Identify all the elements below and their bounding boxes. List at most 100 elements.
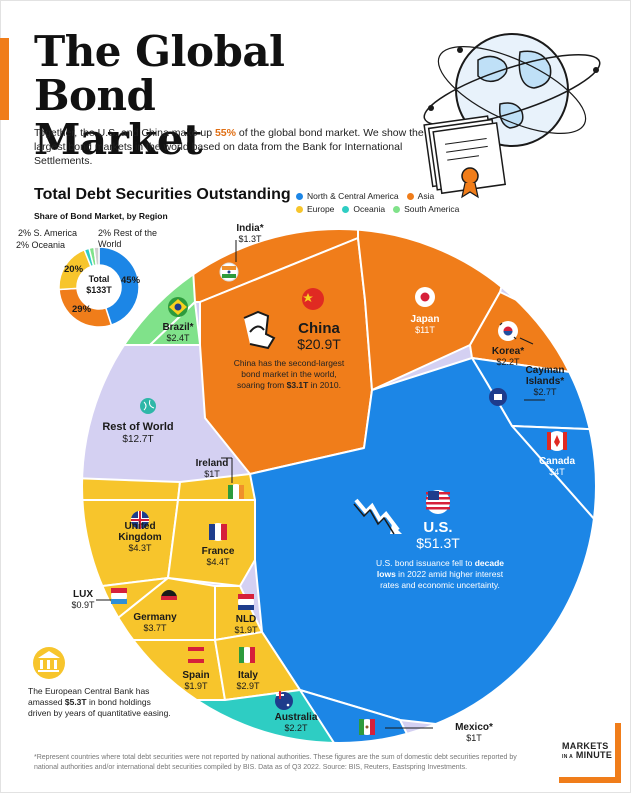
treemap-cell-value: $4.4T (206, 557, 230, 567)
legend-item: Asia (406, 191, 434, 201)
donut-data-label: 45% (121, 275, 141, 286)
annotation-line: The European Central Bank has (28, 686, 150, 696)
flag-australia-icon (275, 691, 293, 710)
treemap-cell-name: Japan (411, 314, 440, 325)
intro-text: Together, the U.S. and China make up 55%… (34, 126, 434, 168)
donut-slice (93, 246, 100, 267)
region-donut (58, 246, 140, 328)
donut-data-label: 20% (64, 264, 84, 275)
annotation-part: amassed (28, 697, 65, 707)
treemap-cell-name: China (298, 320, 340, 337)
treemap-cell-value: $1.3T (238, 234, 262, 244)
treemap-cell-name: Mexico* (455, 722, 493, 733)
globe-icon (140, 398, 156, 414)
section-title: Total Debt Securities Outstanding (34, 186, 291, 203)
label-leaders (96, 240, 545, 729)
legend-label: North & Central America (307, 191, 399, 201)
treemap-cells (82, 229, 596, 743)
intro-text-part: Together, the U.S. and China make up (34, 127, 215, 139)
treemap-cell-name: Islands* (526, 376, 564, 387)
treemap-cell-name: Italy (238, 670, 258, 681)
flag-france-icon (209, 523, 227, 541)
donut-center-label: Total $133T (77, 274, 121, 296)
annotation-line: soaring from $3.1T in 2010. (218, 380, 360, 391)
treemap-cell-value: $12.7T (122, 434, 153, 445)
treemap-cell-value: $2.2T (284, 723, 308, 733)
corner-accent (615, 723, 621, 783)
treemap-cell-name: LUX (73, 589, 93, 600)
brand-small: IN A (562, 754, 574, 760)
flag-japan-icon (415, 287, 435, 307)
ecb-annotation: The European Central Bank has amassed $5… (28, 686, 198, 719)
donut-center-line: Total (88, 274, 110, 284)
annotation-part: soaring from (237, 380, 287, 390)
flag-china-icon (302, 288, 324, 310)
annotation-line: bond market in the world, (241, 369, 337, 379)
flag-ireland-icon (228, 484, 244, 500)
flag-brazil-icon (168, 297, 188, 317)
treemap-cell-name: Ireland (196, 458, 229, 469)
flag-india-icon (219, 262, 239, 282)
flag-spain-icon (188, 647, 204, 663)
treemap-cell-value: $2.7T (533, 387, 557, 397)
flag-mexico-icon (359, 719, 375, 735)
intro-highlight: 55% (214, 127, 236, 139)
legend: North & Central America Asia Europe Oceania… (296, 191, 476, 217)
annotation-highlight: $5.3T (64, 697, 87, 707)
donut-data-label: 2% Oceania (16, 240, 66, 250)
treemap-cell-value: $2.4T (166, 333, 190, 343)
legend-label: Oceania (353, 204, 386, 214)
treemap-cell-name: Brazil* (162, 322, 193, 333)
treemap-cell-name: United (124, 521, 155, 532)
treemap-cell-name: Canada (539, 456, 576, 467)
annotation-highlight: decade (474, 558, 505, 568)
treemap-cell-name: India* (236, 223, 263, 234)
treemap-cell-value: $20.9T (297, 336, 341, 352)
legend-swatch (406, 192, 414, 200)
china-annotation: China has the second-largest bond market… (218, 358, 360, 391)
treemap-cell-value: $1T (466, 733, 482, 743)
brand-line: IN A MINUTE (562, 751, 612, 762)
accent-bar (0, 38, 9, 120)
intro-text-part: of the global bond market. We show the l… (34, 127, 424, 167)
annotation-part: in 2010. (308, 380, 341, 390)
treemap-cell-value: $1.9T (234, 625, 258, 635)
annotation-line: driven by years of quantitative easing. (28, 708, 171, 718)
treemap-cell-name: Cayman (526, 365, 565, 376)
annotation-line: China has the second-largest (233, 358, 345, 368)
flag-italy-icon (239, 647, 255, 663)
bank-icon (33, 647, 65, 679)
annotation-line: lows in 2022 amid higher interest (356, 569, 524, 580)
treemap-cell-name: Australia (275, 712, 318, 723)
flag-nld-icon (238, 594, 254, 610)
annotation-part: U.S. bond issuance fell to (375, 558, 475, 568)
corner-accent (559, 777, 621, 783)
flag-us-icon (426, 490, 450, 514)
treemap-cell-name: Rest of World (102, 421, 173, 433)
brand-part: MINUTE (575, 750, 613, 760)
cell-ireland (82, 477, 181, 501)
globe-illustration (423, 33, 601, 199)
treemap-cell-name: Spain (182, 670, 209, 681)
treemap-cell-value: $1.9T (184, 681, 208, 691)
legend-swatch (296, 192, 303, 200)
treemap-outline (81, 228, 597, 744)
legend-label: Europe (307, 204, 335, 214)
treemap-cell-value: $2.9T (236, 681, 260, 691)
treemap-cell-name: NLD (236, 614, 257, 625)
treemap-cell-name: Korea* (492, 346, 524, 357)
legend-item: South America (393, 204, 459, 214)
flag-cayman-icon (489, 388, 507, 406)
donut-title: Share of Bond Market, by Region (34, 211, 168, 221)
title-line: Bond Market (34, 71, 203, 164)
flag-lux-icon (111, 588, 127, 604)
us-annotation: U.S. bond issuance fell to decade lows i… (356, 558, 524, 591)
legend-label: South America (404, 204, 460, 214)
flag-germany-icon (161, 590, 177, 606)
donut-slice (98, 246, 140, 326)
us-decline-icon (353, 498, 402, 535)
treemap-cell-value: $0.9T (71, 600, 95, 610)
treemap-cell-value: $11T (415, 325, 435, 335)
annotation-part: in 2022 amid higher interest (395, 569, 504, 579)
